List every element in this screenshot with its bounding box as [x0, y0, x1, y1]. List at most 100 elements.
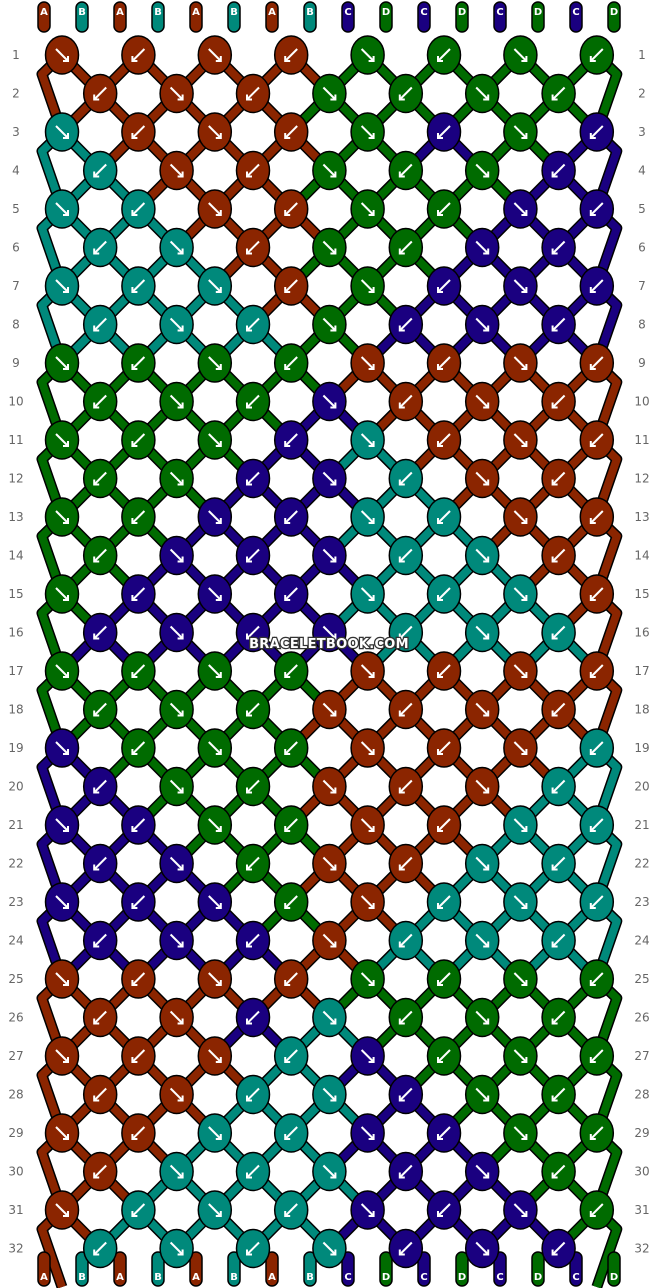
top-strand-stub [569, 1, 583, 33]
knot [464, 304, 500, 345]
bottom-strand-stub [417, 1251, 431, 1287]
knot [273, 497, 309, 537]
top-strand-label: C [344, 7, 351, 18]
knot [44, 497, 80, 537]
knot [541, 150, 576, 191]
knot [388, 1151, 424, 1192]
top-strand-label: B [230, 7, 238, 18]
knot [579, 266, 615, 306]
knot [235, 73, 271, 114]
row-number-right: 11 [634, 433, 649, 447]
row-number-left: 29 [8, 1126, 23, 1140]
row-number-right: 10 [634, 395, 649, 409]
row-number-left: 31 [8, 1203, 23, 1217]
knot [44, 574, 80, 614]
knot [44, 1036, 80, 1076]
top-strand-label: A [116, 7, 124, 18]
knot [235, 227, 271, 268]
knot [312, 612, 347, 653]
bottom-strand-stub [341, 1251, 355, 1287]
knot [579, 882, 615, 922]
knot [273, 1036, 309, 1076]
knot [235, 535, 271, 576]
knot [579, 343, 615, 383]
bottom-strand-stub [379, 1251, 393, 1287]
knot [464, 843, 500, 884]
row-number-right: 16 [634, 626, 649, 640]
knot [350, 959, 385, 999]
knot [197, 497, 233, 537]
knot [159, 689, 194, 730]
knot [82, 304, 118, 345]
knot [82, 1228, 118, 1269]
row-number-right: 12 [634, 472, 649, 486]
knot [44, 728, 80, 768]
knot [82, 227, 118, 268]
knot [159, 73, 194, 114]
bottom-strand-label: B [154, 1272, 162, 1283]
knot [44, 1190, 80, 1230]
knot [350, 420, 385, 460]
knot [197, 574, 233, 614]
knot [464, 997, 500, 1038]
knot [197, 728, 233, 768]
row-number-right: 2 [638, 87, 646, 101]
knot [350, 189, 385, 229]
knot [312, 997, 347, 1038]
knot [541, 227, 576, 268]
knot [464, 1228, 500, 1269]
knot [388, 73, 424, 114]
knot [82, 689, 118, 730]
watermark: BRACELETBOOK.COM [249, 637, 409, 652]
row-number-left: 24 [8, 934, 23, 948]
top-strand-label: A [268, 7, 276, 18]
row-number-right: 28 [634, 1088, 649, 1102]
knot [503, 112, 538, 152]
row-number-right: 27 [634, 1049, 649, 1063]
knot [197, 959, 233, 999]
knot [121, 728, 156, 768]
knot [235, 1074, 271, 1115]
row-number-right: 1 [638, 48, 646, 62]
row-number-right: 32 [634, 1242, 649, 1256]
knot [235, 689, 271, 730]
top-strand-label: B [78, 7, 86, 18]
bottom-strand-stub [37, 1251, 51, 1287]
knot [121, 959, 156, 999]
knot [235, 997, 271, 1038]
knot [464, 612, 500, 653]
knot [159, 304, 194, 345]
top-strand-stub [341, 1, 355, 33]
top-strand-label: A [192, 7, 200, 18]
knot [44, 882, 80, 922]
top-strand-label: C [572, 7, 579, 18]
knot [541, 766, 576, 807]
knot [121, 805, 156, 845]
knot [159, 150, 194, 191]
knot [426, 805, 462, 845]
row-number-left: 3 [12, 125, 20, 139]
row-number-left: 12 [8, 472, 23, 486]
bottom-strand-stub [607, 1251, 621, 1287]
knot [312, 1074, 347, 1115]
knot [503, 1190, 538, 1230]
row-number-left: 10 [8, 395, 23, 409]
knot [503, 805, 538, 845]
knot [273, 574, 309, 614]
bottom-strand-stub [493, 1251, 507, 1287]
knot [464, 689, 500, 730]
top-strand-label: C [420, 7, 427, 18]
row-number-right: 24 [634, 934, 649, 948]
row-number-right: 23 [634, 895, 649, 909]
row-number-left: 22 [8, 857, 23, 871]
knot [350, 1036, 385, 1076]
knot [503, 497, 538, 537]
bottom-strand-stub [265, 1251, 279, 1287]
knot [464, 535, 500, 576]
knot [541, 1228, 576, 1269]
knot [426, 497, 462, 537]
knot [388, 150, 424, 191]
knot [426, 1036, 462, 1076]
bottom-strand-label: A [268, 1272, 276, 1283]
